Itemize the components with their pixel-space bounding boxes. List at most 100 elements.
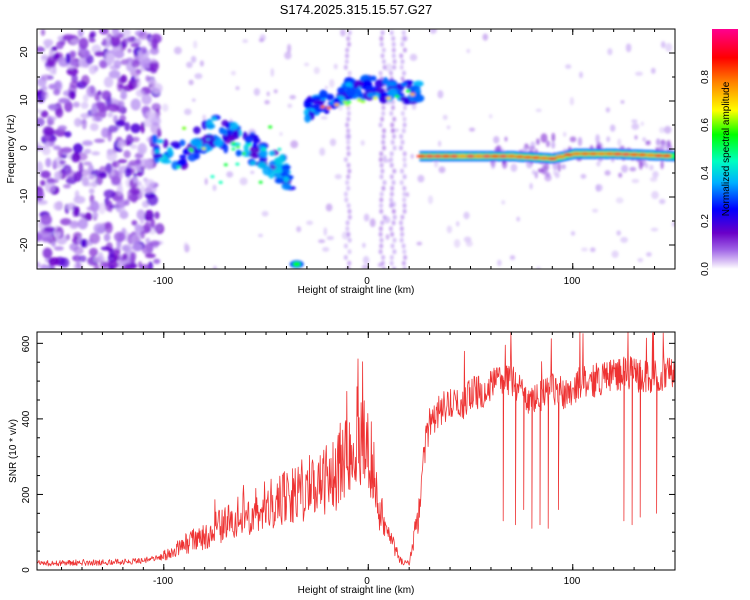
heat-blob (236, 145, 240, 149)
heat-blob (389, 197, 394, 203)
heat-blob (81, 176, 89, 187)
heat-blob (77, 218, 89, 230)
heat-blob (660, 160, 664, 170)
heat-blob (391, 41, 396, 47)
heat-blob (99, 60, 108, 69)
heat-blob (93, 263, 100, 269)
heat-blob (380, 30, 385, 36)
heat-blob (381, 47, 386, 53)
heat-blob (345, 47, 350, 53)
heat-blob (151, 83, 163, 94)
heat-blob (78, 255, 87, 263)
heat-blob (595, 134, 600, 144)
heat-blob (82, 94, 89, 102)
heat-blob (63, 183, 71, 189)
heat-blob (53, 201, 63, 211)
heat-blob (380, 168, 385, 174)
heat-blob (394, 94, 400, 98)
heat-blob (103, 233, 111, 242)
heat-blob (123, 199, 130, 206)
heat-blob (260, 149, 268, 158)
heat-blob (259, 156, 268, 162)
heat-blob (346, 162, 351, 168)
heat-blob (402, 116, 407, 122)
heat-blob (642, 137, 647, 142)
stable-line-peak (645, 153, 656, 157)
heat-blob (334, 103, 340, 107)
heat-blob (391, 180, 396, 186)
heat-blob (596, 144, 602, 149)
heat-blob (389, 260, 394, 266)
heat-blob (223, 143, 229, 154)
heat-blob (362, 79, 372, 87)
heat-blob (554, 172, 560, 179)
heat-blob (117, 159, 128, 164)
heat-blob (340, 29, 346, 37)
heat-blob (379, 162, 384, 168)
heat-blob (399, 180, 404, 186)
heat-blob (665, 42, 673, 52)
heat-blob (153, 258, 161, 264)
heat-blob (145, 75, 151, 82)
heat-blob (347, 70, 352, 76)
heat-blob (74, 190, 80, 200)
heat-blob (346, 116, 351, 122)
spectrogram-marks (37, 29, 675, 269)
heat-blob (399, 226, 404, 232)
heat-blob (191, 98, 196, 102)
heat-blob (390, 231, 395, 237)
heat-blob (400, 139, 405, 145)
heat-blob (56, 41, 64, 50)
heat-blob (132, 243, 143, 252)
heat-blob (190, 138, 202, 147)
stable-line-peak (547, 157, 558, 161)
heat-blob (244, 135, 253, 144)
heat-blob (149, 240, 161, 247)
heat-blob (671, 221, 675, 227)
heat-blob (268, 150, 276, 157)
heat-blob (374, 79, 385, 88)
heat-blob (43, 126, 55, 136)
heat-blob (156, 138, 164, 144)
heat-blob (400, 76, 405, 82)
heat-blob (139, 216, 145, 225)
heat-blob (386, 96, 392, 100)
heat-blob (250, 170, 255, 175)
heat-blob (183, 108, 192, 116)
heat-blob (526, 160, 533, 169)
heat-blob (565, 64, 572, 69)
heat-blob (379, 237, 384, 243)
heat-blob (402, 203, 407, 209)
heat-blob (380, 116, 385, 122)
heat-blob (124, 167, 132, 178)
heat-blob (403, 255, 408, 260)
heat-blob (62, 34, 75, 41)
heat-blob (389, 203, 394, 209)
stable-line-peak (416, 154, 427, 158)
colorbar-tick-0-6: 0.6 (700, 118, 711, 132)
heat-blob (561, 164, 566, 170)
stable-line-peak (481, 154, 492, 158)
heat-blob (40, 214, 53, 226)
heat-blob (139, 264, 152, 269)
top-ytick-label-20: 20 (19, 46, 30, 58)
heat-blob (401, 243, 406, 249)
heat-blob (277, 147, 282, 151)
heat-blob (287, 43, 292, 53)
heat-blob (281, 167, 290, 174)
heat-blob (231, 147, 236, 151)
heat-blob (346, 105, 351, 111)
top-ytick-label-0: 0 (19, 145, 30, 151)
stable-line-cell (671, 153, 675, 160)
heat-blob (37, 141, 41, 147)
heat-blob (140, 46, 148, 55)
heat-blob (210, 175, 215, 179)
heat-blob (303, 62, 310, 67)
heat-blob (130, 98, 141, 111)
heat-blob (509, 255, 516, 260)
heat-blob (40, 179, 46, 187)
heat-blob (37, 261, 41, 268)
heat-blob (345, 226, 350, 232)
heat-blob (176, 165, 181, 169)
heat-blob (346, 128, 351, 134)
